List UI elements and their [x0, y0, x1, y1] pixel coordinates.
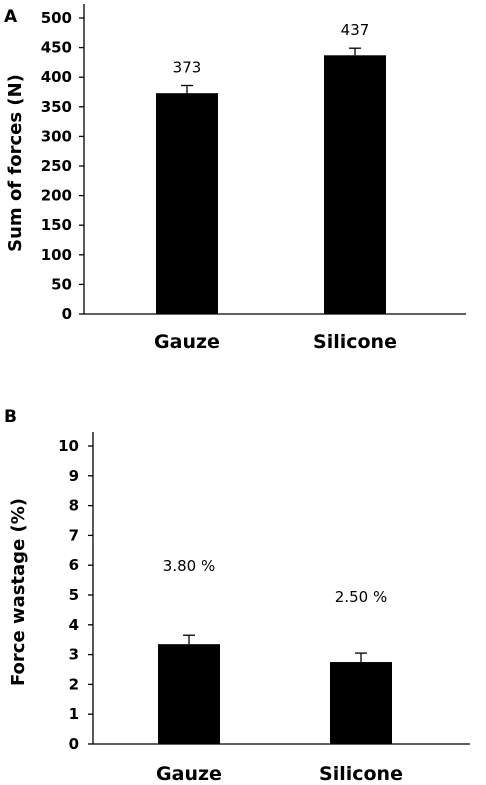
panel-b-y-tick-label: 9: [69, 467, 79, 485]
panel-b-y-tick-label: 0: [69, 735, 79, 753]
panel-b-data-label-gauze: 3.80 %: [163, 557, 215, 575]
panel-b-y-tick-label: 10: [58, 437, 79, 455]
panel-b-bars: 3.80 % Gauze 2.50 % Silicone: [156, 557, 403, 785]
panel-a-y-tick-label: 0: [62, 305, 72, 323]
panel-b-category-label-gauze: Gauze: [156, 763, 222, 785]
panel-b-y-ticks: 0 1 2 3 4 5 6 7 8 9 10: [58, 437, 93, 753]
panel-a-y-tick-label: 500: [41, 9, 72, 27]
panel-b-y-tick-label: 2: [69, 675, 79, 693]
panel-a-y-tick-label: 100: [41, 246, 72, 264]
panel-b-y-tick-label: 1: [69, 705, 79, 723]
panel-a-y-tick-label: 150: [41, 216, 72, 234]
panel-a-y-tick-label: 250: [41, 157, 72, 175]
panel-a-y-tick-label: 400: [41, 68, 72, 86]
panel-a-y-ticks: 0 50 100 150 200 250 300 350 400 450 500: [41, 9, 84, 323]
panel-a-y-axis-label: Sum of forces (N): [5, 74, 26, 252]
panel-a-y-tick-label: 450: [41, 39, 72, 57]
panel-b-y-axis-label: Force wastage (%): [8, 498, 29, 686]
panel-a-letter: A: [4, 7, 18, 27]
panel-b-y-tick-label: 7: [69, 526, 79, 544]
panel-a: A Sum of forces (N) 0 50 100 150 200 250 300 35…: [4, 4, 466, 353]
panel-b-letter: B: [4, 407, 17, 427]
panel-a-y-tick-label: 350: [41, 98, 72, 116]
panel-a-data-label-gauze: 373: [173, 58, 202, 76]
panel-a-bars: 373 Gauze 437 Silicone: [154, 21, 397, 353]
panel-b-category-label-silicone: Silicone: [319, 763, 403, 785]
panel-a-category-label-gauze: Gauze: [154, 331, 220, 353]
panel-a-bar-gauze: [156, 93, 218, 315]
panel-b-y-tick-label: 8: [69, 497, 79, 515]
panel-a-y-tick-label: 50: [51, 275, 72, 293]
panel-a-category-label-silicone: Silicone: [313, 331, 397, 353]
panel-b-y-tick-label: 5: [69, 586, 79, 604]
panel-b-bar-silicone: [330, 662, 392, 744]
panel-a-y-tick-label: 300: [41, 127, 72, 145]
panel-b-y-tick-label: 3: [69, 646, 79, 664]
panel-b-y-tick-label: 4: [69, 616, 79, 634]
panel-b-data-label-silicone: 2.50 %: [335, 588, 387, 606]
panel-b: B Force wastage (%) 0 1 2 3 4 5 6 7 8 9 10 3.80 % G…: [4, 407, 470, 785]
panel-b-bar-gauze: [158, 644, 220, 744]
panel-a-bar-silicone: [324, 55, 386, 315]
panel-a-y-tick-label: 200: [41, 187, 72, 205]
panel-a-data-label-silicone: 437: [341, 21, 370, 39]
panel-b-y-tick-label: 6: [69, 556, 79, 574]
